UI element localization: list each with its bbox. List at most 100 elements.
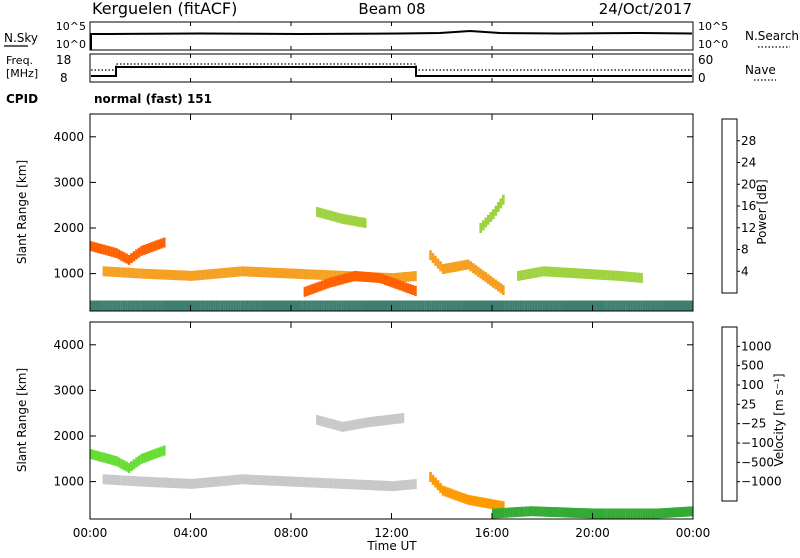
series-7-cell xyxy=(476,300,480,311)
series-1-cell xyxy=(331,270,334,281)
series-2-cell xyxy=(303,286,307,297)
series-1-cell xyxy=(278,476,282,486)
series-2-cell xyxy=(326,278,329,289)
series-7-cell xyxy=(532,300,535,311)
series-7-cell xyxy=(554,300,558,311)
velocity-colorbar-tick-label: −500 xyxy=(741,455,774,469)
series-5-cell xyxy=(494,205,498,216)
series-7-cell xyxy=(333,300,337,311)
series-6-cell xyxy=(612,270,616,281)
series-4-cell xyxy=(502,507,505,518)
series-7-cell xyxy=(662,300,666,311)
series-1-cell xyxy=(130,476,133,486)
series-4-cell xyxy=(499,283,503,294)
nsearch-label: N.Search xyxy=(745,29,799,43)
series-1-cell xyxy=(205,269,209,280)
velocity-y-label: Slant Range [km] xyxy=(15,368,29,472)
series-4-cell xyxy=(522,506,525,517)
series-2-cell xyxy=(323,279,327,290)
series-4-cell xyxy=(667,507,671,518)
series-4-cell xyxy=(660,508,663,519)
series-7-cell xyxy=(481,300,485,311)
series-7-cell xyxy=(645,300,648,311)
series-1-cell xyxy=(220,476,224,487)
series-7-cell xyxy=(449,300,452,311)
series-7-cell xyxy=(313,300,317,311)
series-3-cell xyxy=(333,211,337,222)
series-1-cell xyxy=(411,479,415,490)
series-7-cell xyxy=(228,300,231,311)
series-4-cell xyxy=(592,508,596,519)
series-4-cell xyxy=(446,263,450,274)
series-1-cell xyxy=(265,267,269,278)
series-2-cell xyxy=(484,498,488,508)
series-1-cell xyxy=(323,270,327,281)
series-4-cell xyxy=(534,506,538,517)
series-7-cell xyxy=(512,300,515,311)
series-7-cell xyxy=(311,300,314,311)
series-4-cell xyxy=(557,507,560,518)
series-7-cell xyxy=(142,300,146,311)
series-4-cell xyxy=(600,508,603,519)
series-6-cell xyxy=(610,270,613,281)
series-4-cell xyxy=(587,508,591,519)
velocity-colorbar-tick-label: 500 xyxy=(741,359,764,373)
series-7-cell xyxy=(200,300,204,311)
series-1-cell xyxy=(170,270,174,280)
series-4-cell xyxy=(655,508,658,519)
series-1-cell xyxy=(318,269,322,280)
series-7-cell xyxy=(213,300,216,311)
power-y-tick-label: 2000 xyxy=(53,221,84,235)
series-4-cell xyxy=(657,508,661,519)
series-1-cell xyxy=(311,477,314,488)
velocity-y-tick-label: 2000 xyxy=(53,429,84,443)
series-3-cell xyxy=(378,415,382,426)
series-1-cell xyxy=(253,474,256,485)
series-7-cell xyxy=(597,300,601,311)
series-1-cell xyxy=(107,266,111,277)
series-5-cell xyxy=(487,214,490,225)
series-7-cell xyxy=(469,300,473,311)
series-2-cell xyxy=(479,497,483,508)
series-4-cell xyxy=(645,508,648,519)
series-7-cell xyxy=(205,300,209,311)
series-7-cell xyxy=(130,300,133,311)
series-7-cell xyxy=(517,300,520,311)
series-7-cell xyxy=(471,300,475,311)
series-7-cell xyxy=(487,300,490,311)
nave-trace xyxy=(91,63,692,71)
series-1-cell xyxy=(346,479,349,490)
series-1-cell xyxy=(142,268,146,279)
series-4-cell xyxy=(610,508,613,519)
series-2-cell xyxy=(308,285,312,295)
series-7-cell xyxy=(100,300,103,311)
series-4-cell xyxy=(529,506,533,517)
series-1-cell xyxy=(263,267,267,278)
series-1-cell xyxy=(296,268,299,279)
series-7-cell xyxy=(137,300,141,311)
series-0-cell xyxy=(95,242,98,253)
series-4-cell xyxy=(635,508,638,519)
series-4-cell xyxy=(429,250,432,261)
series-1-cell xyxy=(112,474,116,485)
series-4-cell xyxy=(662,508,666,519)
series-7-cell xyxy=(446,300,450,311)
series-2-cell xyxy=(406,283,410,294)
series-0-cell xyxy=(142,452,146,463)
series-4-cell xyxy=(642,508,646,519)
series-1-cell xyxy=(127,475,131,486)
series-7-cell xyxy=(120,300,123,311)
series-4-cell xyxy=(625,508,628,519)
series-1-cell xyxy=(275,267,279,278)
x-tick-label: 08:00 xyxy=(274,526,309,540)
series-7-cell xyxy=(459,300,462,311)
series-2-cell xyxy=(351,271,354,282)
series-7-cell xyxy=(547,300,550,311)
series-3-cell xyxy=(316,207,319,217)
series-1-cell xyxy=(208,269,211,280)
series-7-cell xyxy=(328,300,332,311)
series-0-cell xyxy=(137,247,141,258)
series-3-cell xyxy=(333,419,337,430)
series-0-cell xyxy=(95,450,98,461)
series-7-cell xyxy=(557,300,560,311)
